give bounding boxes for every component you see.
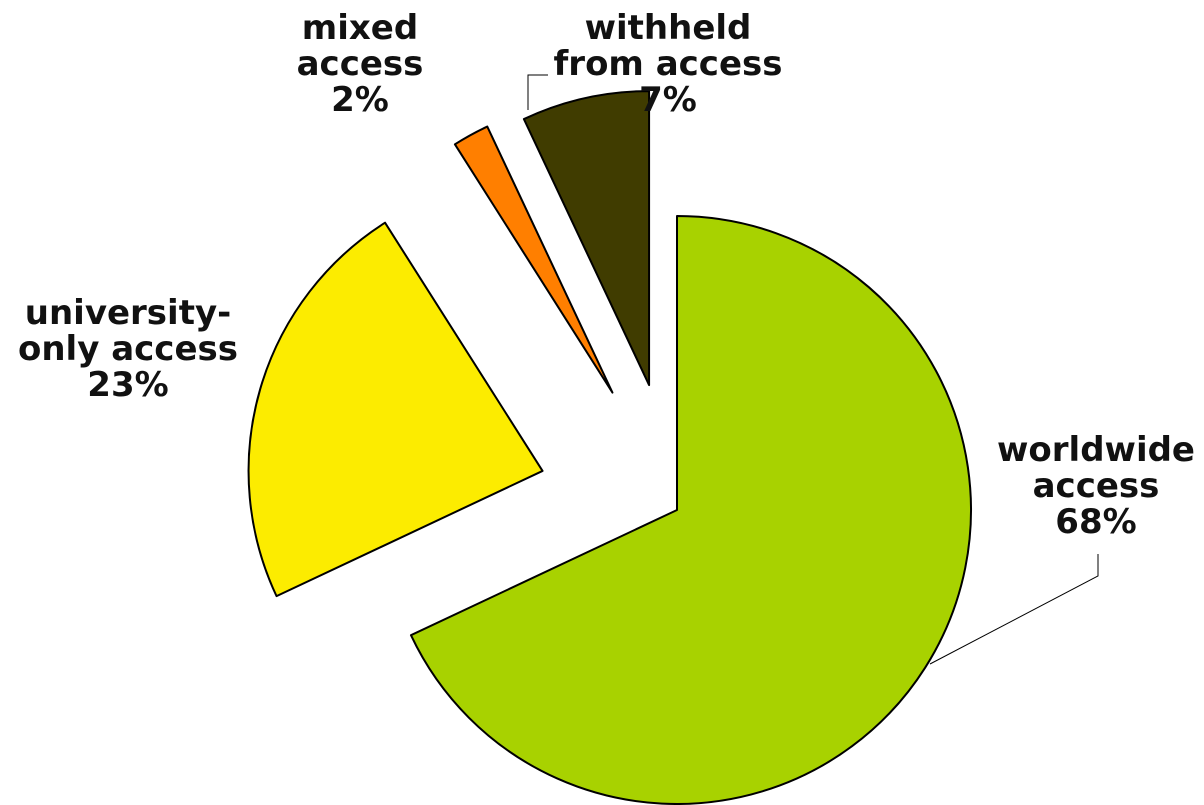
- data-label-mixed: mixed access 2%: [297, 8, 424, 120]
- pie-slice-university: [247, 221, 544, 598]
- pie-slice-worldwide: [409, 215, 972, 805]
- data-label-withheld: withheld from access 7%: [554, 8, 783, 120]
- data-label-line: university-: [25, 293, 231, 333]
- leader-line-worldwide: [929, 554, 1099, 665]
- data-label-line: worldwide: [997, 430, 1195, 470]
- pie-slice-withheld: [522, 90, 651, 387]
- pie-slice-mixed: [453, 125, 614, 394]
- data-label-university: university-only access 23%: [18, 293, 238, 405]
- data-label-line: 23%: [87, 365, 168, 405]
- leader-line-withheld: [527, 74, 548, 110]
- data-label-line: only access: [18, 329, 238, 369]
- data-label-line: withheld: [585, 8, 752, 48]
- data-label-line: mixed: [302, 8, 418, 48]
- data-label-line: 7%: [639, 80, 697, 120]
- data-label-worldwide: worldwide access 68%: [997, 430, 1195, 542]
- data-label-line: from access: [554, 44, 783, 84]
- data-label-line: 2%: [331, 80, 389, 120]
- data-label-line: access: [1033, 466, 1160, 506]
- data-label-line: access: [297, 44, 424, 84]
- data-label-line: 68%: [1055, 502, 1136, 542]
